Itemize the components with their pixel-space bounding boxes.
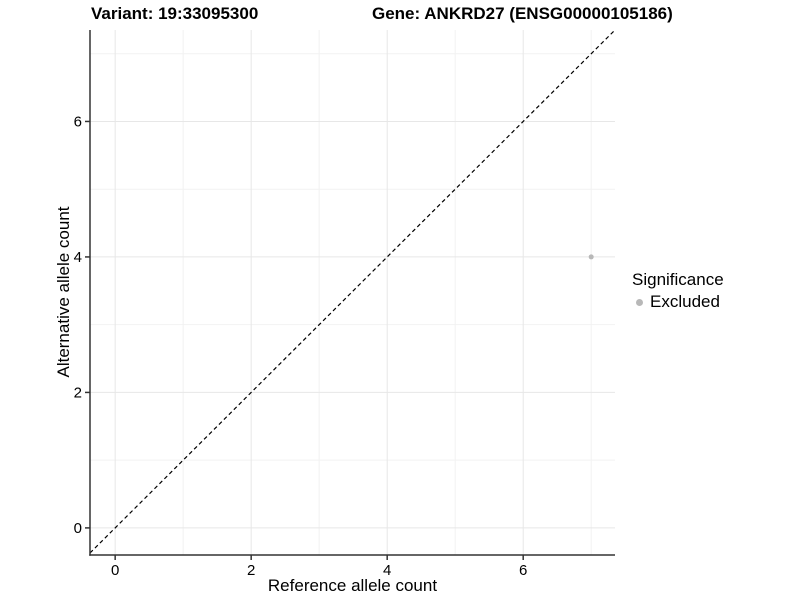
legend: Significance Excluded: [632, 270, 724, 312]
legend-point-icon: [636, 298, 643, 306]
y-tick-label: 4: [74, 249, 82, 266]
x-tick-label: 0: [111, 562, 119, 579]
x-tick-label: 4: [383, 562, 391, 579]
legend-item-label: Excluded: [650, 292, 720, 311]
x-tick-label: 6: [519, 562, 527, 579]
x-axis-title: Reference allele count: [267, 576, 438, 595]
y-axis-title: Alternative allele count: [54, 206, 73, 378]
plot-title-variant: Variant: 19:33095300: [91, 4, 259, 23]
y-tick-label: 0: [74, 520, 82, 537]
legend-item-excluded: Excluded: [632, 292, 724, 312]
data-point-excluded: [588, 254, 594, 260]
x-tick-label: 2: [247, 562, 255, 579]
y-tick-label: 6: [74, 113, 82, 130]
legend-title: Significance: [632, 270, 724, 289]
y-tick-label: 2: [74, 384, 82, 401]
identity-reference-line: [89, 29, 616, 554]
plot-title-gene: Gene: ANKRD27 (ENSG00000105186): [372, 4, 673, 23]
